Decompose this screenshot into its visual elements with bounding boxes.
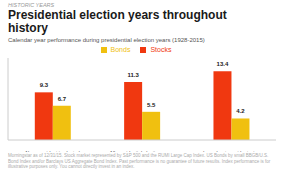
- html-text:HISTORIC YEARS: HISTORIC YEARS: [8, 2, 55, 8]
- html-text:Presidential election years th: Presidential election years throughout: [8, 8, 227, 22]
- svg-text:9.3: 9.3: [40, 82, 49, 88]
- svg-text:13.4: 13.4: [217, 61, 229, 67]
- html-text:Calendar year performance duri: Calendar year performance during preside…: [8, 37, 205, 43]
- svg-text:New president is elected: New president is elected: [25, 150, 80, 152]
- svg-text:11.3: 11.3: [127, 72, 139, 78]
- svg-text:5.5: 5.5: [147, 102, 156, 108]
- svg-text:6.7: 6.7: [58, 96, 67, 102]
- svg-text:Incumbent president wins: Incumbent president wins: [203, 150, 260, 152]
- html-text:Bonds: Bonds: [110, 46, 131, 53]
- svg-text:4.2: 4.2: [236, 108, 245, 114]
- html-text:Morningstar as of 12/31/15. St: Morningstar as of 12/31/15. Stock market…: [8, 153, 271, 169]
- svg-text:All presidential election year: All presidential election years: [110, 150, 175, 152]
- html-text:history: history: [8, 21, 48, 35]
- html-text:Stocks: Stocks: [150, 46, 172, 53]
